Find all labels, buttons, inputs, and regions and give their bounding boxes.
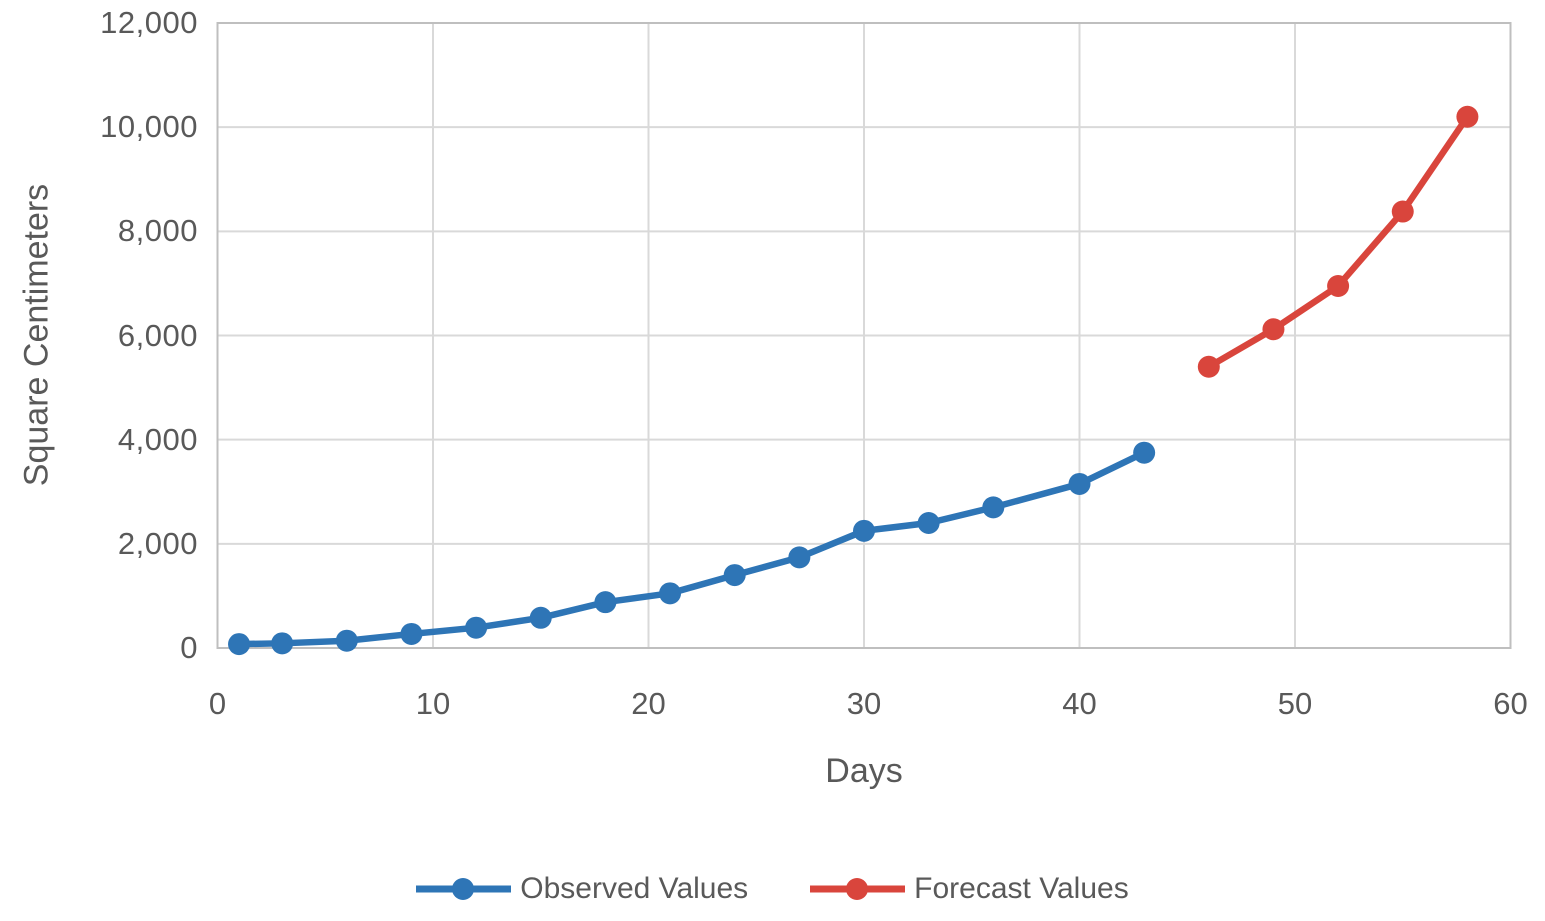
legend-circle-icon bbox=[452, 878, 475, 900]
data-point-observed-values bbox=[788, 546, 811, 569]
data-point-observed-values bbox=[723, 564, 746, 587]
legend-marker-forecast-values bbox=[810, 878, 906, 900]
series-line-observed-values bbox=[235, 449, 1148, 648]
x-axis-title: Days bbox=[825, 752, 903, 790]
y-tick-label: 8,000 bbox=[117, 213, 198, 249]
x-tick-label: 10 bbox=[415, 686, 451, 721]
data-point-observed-values bbox=[400, 622, 423, 645]
data-point-forecast-values bbox=[1327, 275, 1350, 298]
x-tick-label: 60 bbox=[1493, 686, 1528, 721]
y-tick-label: 4,000 bbox=[117, 421, 198, 457]
y-tick-label: 0 bbox=[180, 630, 198, 665]
legend-label-observed-values: Observed Values bbox=[520, 872, 749, 905]
data-point-forecast-values bbox=[1197, 355, 1220, 378]
data-point-observed-values bbox=[271, 632, 294, 655]
x-tick-label: 20 bbox=[631, 686, 666, 721]
x-tick-label: 50 bbox=[1277, 686, 1313, 721]
legend-circle-icon bbox=[846, 878, 869, 900]
legend: Observed Values Forecast Values bbox=[0, 872, 1545, 906]
legend-item-forecast-values: Forecast Values bbox=[810, 872, 1129, 906]
data-point-forecast-values bbox=[1262, 318, 1285, 341]
data-point-observed-values bbox=[594, 591, 617, 614]
data-point-observed-values bbox=[465, 616, 488, 639]
y-tick-label: 12,000 bbox=[100, 5, 198, 40]
data-point-forecast-values bbox=[1391, 200, 1414, 223]
legend-item-observed-values: Observed Values bbox=[416, 872, 748, 906]
data-point-observed-values bbox=[659, 582, 682, 605]
data-point-observed-values bbox=[917, 512, 940, 534]
data-point-observed-values bbox=[1068, 472, 1091, 495]
data-point-observed-values bbox=[982, 496, 1005, 519]
data-point-observed-values bbox=[529, 606, 552, 629]
x-tick-label: 40 bbox=[1062, 686, 1097, 721]
y-tick-label: 10,000 bbox=[100, 109, 198, 145]
legend-label-forecast-values: Forecast Values bbox=[914, 872, 1129, 905]
y-tick-label: 6,000 bbox=[117, 317, 198, 353]
data-point-observed-values bbox=[228, 633, 251, 656]
legend-marker-observed-values bbox=[416, 878, 512, 900]
data-point-observed-values bbox=[853, 519, 875, 542]
x-tick-label: 0 bbox=[208, 686, 227, 721]
data-point-forecast-values bbox=[1456, 105, 1479, 128]
plot-border bbox=[216, 22, 1512, 649]
data-point-observed-values bbox=[1133, 441, 1156, 464]
data-point-observed-values bbox=[335, 629, 358, 652]
x-tick-label: 30 bbox=[846, 686, 882, 721]
series-line-forecast-values bbox=[1205, 113, 1471, 370]
y-tick-label: 2,000 bbox=[117, 525, 198, 561]
